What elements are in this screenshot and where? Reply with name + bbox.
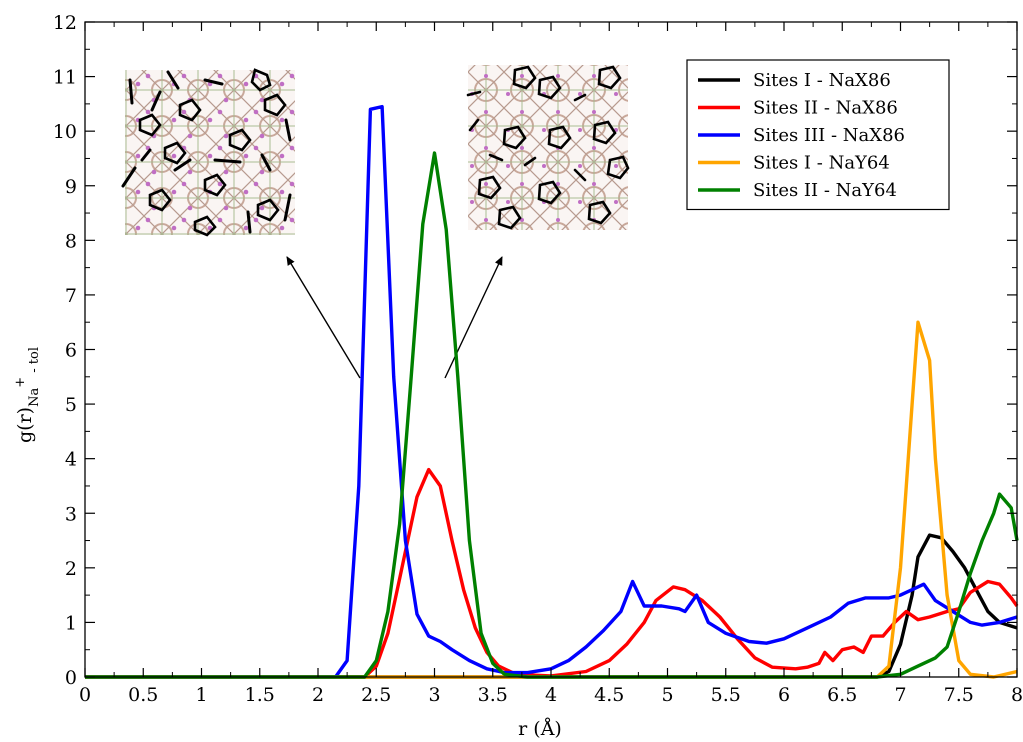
x-tick-label: 6.5 (827, 684, 857, 706)
x-tick-label: 5 (661, 684, 673, 706)
x-tick-label: 6 (778, 684, 790, 706)
y-tick-label: 5 (65, 394, 77, 416)
x-tick-label: 5.5 (711, 684, 741, 706)
y-axis-label-main: g(r) (14, 407, 36, 443)
series-line-0 (85, 533, 1018, 679)
x-tick-label: 3.5 (478, 684, 508, 706)
legend-label-4: Sites II - NaY64 (753, 180, 897, 201)
x-tick-label: 0 (79, 684, 91, 706)
x-tick-label: 0.5 (128, 684, 158, 706)
series-line-3 (85, 320, 1018, 679)
y-tick-label: 11 (53, 67, 77, 89)
y-tick-label: 9 (65, 176, 77, 198)
legend-label-3: Sites I - NaY64 (753, 153, 890, 174)
y-tick-label: 2 (65, 558, 77, 580)
y-tick-label: 12 (53, 12, 77, 34)
y-tick-label: 6 (65, 340, 77, 362)
inset-arrows (286, 256, 503, 379)
series-line-1 (85, 467, 1019, 679)
series-line-4 (85, 151, 1019, 679)
y-tick-label: 7 (65, 285, 77, 307)
x-tick-label: 8 (1011, 684, 1023, 706)
legend-label-1: Sites II - NaX86 (753, 98, 898, 119)
y-tick-label: 3 (65, 503, 77, 525)
x-tick-label: 7 (894, 684, 906, 706)
x-tick-label: 7.5 (944, 684, 974, 706)
y-tick-label: 10 (53, 121, 77, 143)
inset-image-left (121, 68, 295, 237)
y-axis-label-sub: Na (27, 388, 42, 407)
x-axis-label: r (Å) (518, 718, 562, 740)
inset-image-right (466, 65, 630, 230)
x-tick-label: 1.5 (245, 684, 275, 706)
legend-label-2: Sites III - NaX86 (753, 125, 905, 146)
x-tick-label: 4 (545, 684, 557, 706)
x-tick-label: 1 (195, 684, 207, 706)
y-tick-label: 1 (65, 612, 77, 634)
x-tick-label: 2.5 (361, 684, 391, 706)
y-tick-label: 0 (65, 667, 77, 689)
y-axis-label-sub2: - tol (27, 347, 42, 377)
y-axis-label: g(r)Na+ - tol (13, 347, 42, 443)
y-axis-label-sup: + (13, 377, 28, 388)
x-tick-label: 3 (428, 684, 440, 706)
y-tick-label: 4 (65, 449, 77, 471)
legend-label-0: Sites I - NaX86 (753, 70, 891, 91)
series-line-2 (85, 104, 1018, 679)
x-tick-label: 4.5 (594, 684, 624, 706)
y-tick-label: 8 (65, 230, 77, 252)
x-tick-label: 2 (312, 684, 324, 706)
legend: Sites I - NaX86 Sites II - NaX86 Sites III… (686, 59, 950, 211)
